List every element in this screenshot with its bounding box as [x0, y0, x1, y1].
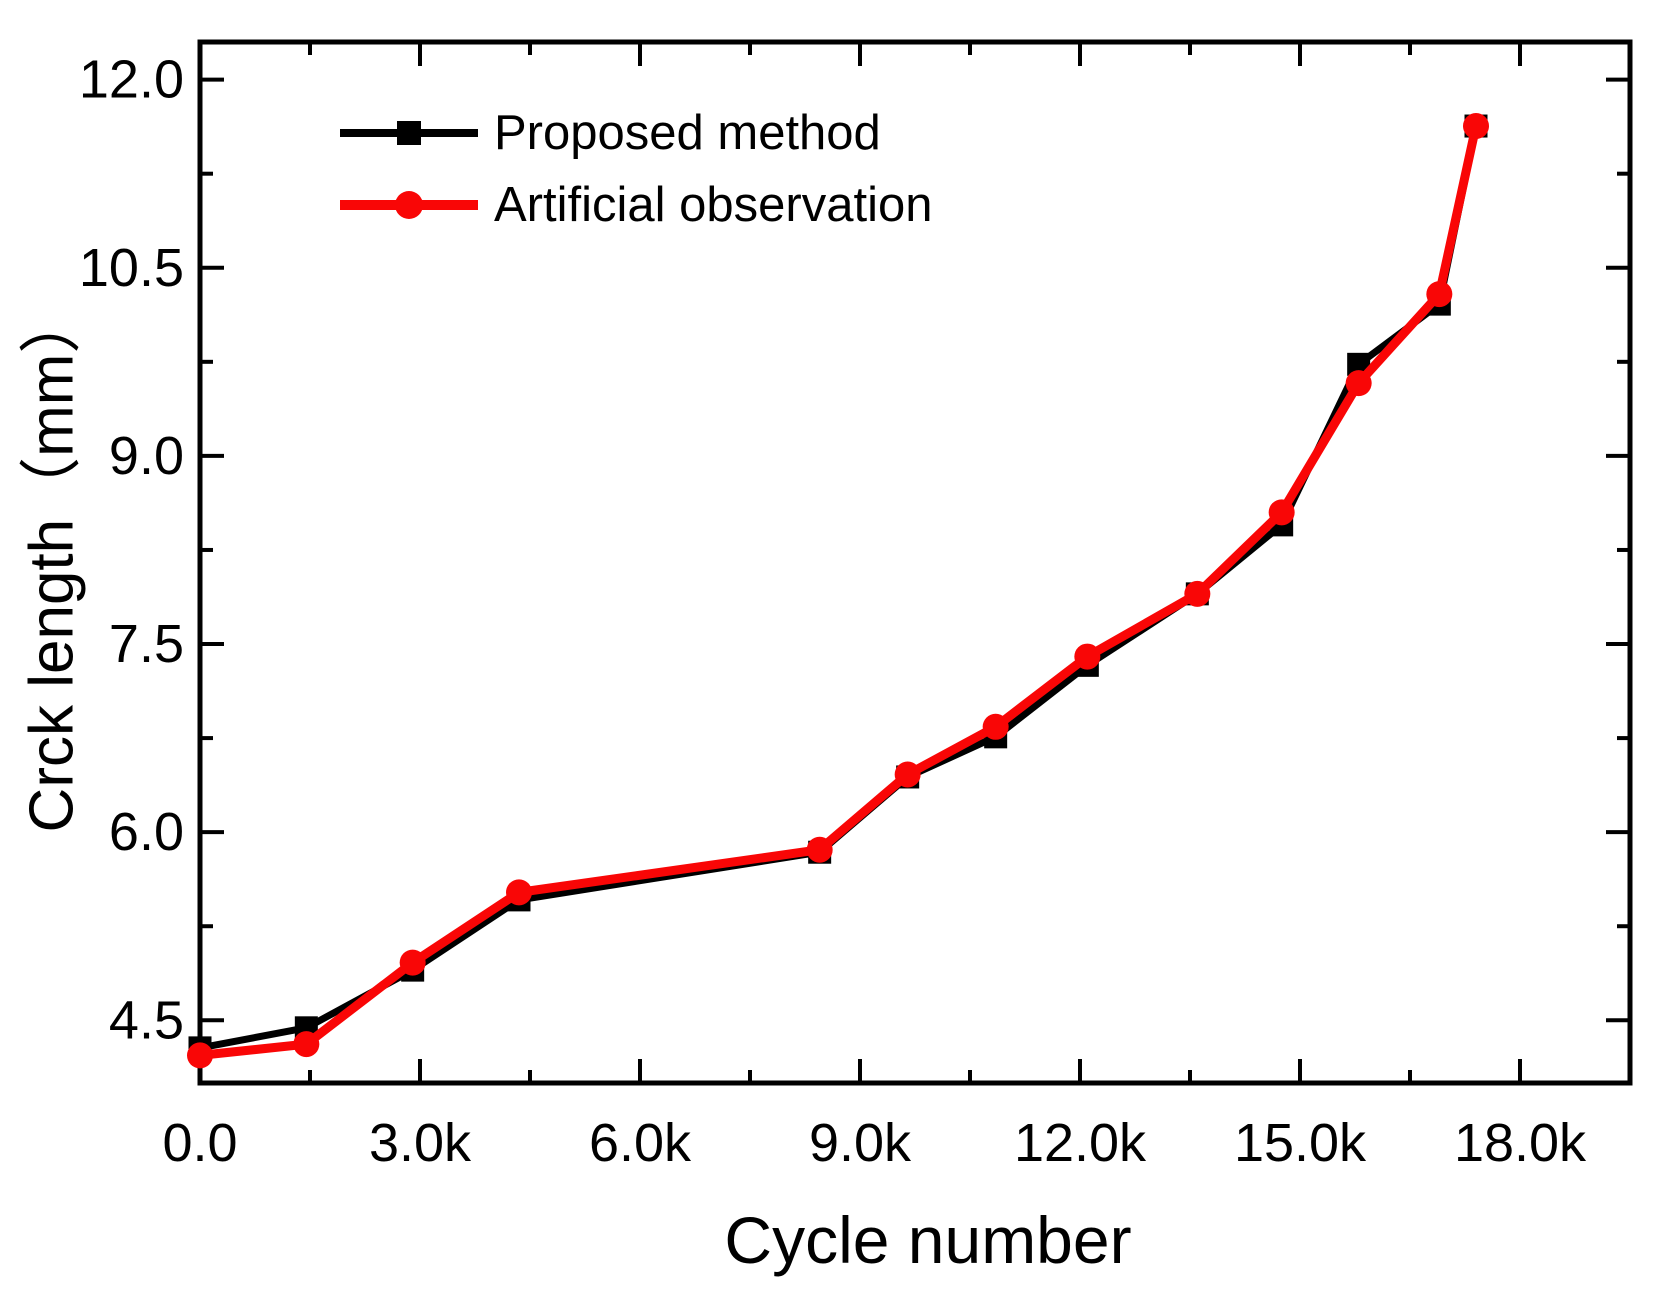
x-tick-label: 12.0k: [1014, 1113, 1147, 1173]
x-axis-title: Cycle number: [724, 1203, 1131, 1277]
legend-samples: [340, 121, 478, 219]
y-tick-label: 9.0: [109, 426, 184, 486]
legend: Proposed method Artificial observation: [340, 106, 932, 232]
legend-label-artificial-observation: Artificial observation: [494, 178, 932, 232]
artificial-observation-marker: [399, 949, 426, 976]
x-tick-label: 18.0k: [1454, 1113, 1587, 1173]
artificial-observation-marker: [187, 1042, 213, 1069]
legend-label-proposed-method: Proposed method: [494, 106, 881, 160]
proposed-method-line: [199, 125, 1480, 1052]
x-tick-label: 9.0k: [809, 1113, 912, 1173]
artificial-observation-line: [199, 125, 1481, 1060]
x-tick-label: 0.0: [162, 1113, 237, 1173]
x-tick-label: 3.0k: [369, 1113, 472, 1173]
y-tick-label: 7.5: [109, 614, 184, 674]
proposed-method-marker: [1347, 352, 1371, 376]
artificial-observation-marker: [506, 879, 532, 906]
plot-area: 0.0 3.0k 6.0k 9.0k 12.0k 15.0k 18.0k 4.5 6.0 7.5 9…: [79, 39, 1633, 1173]
artificial-observation-marker: [1184, 580, 1211, 607]
artificial-observation-marker: [806, 836, 833, 863]
artificial-observation-marker: [293, 1031, 320, 1058]
x-tick-label: 15.0k: [1234, 1113, 1367, 1173]
y-tick-label: 12.0: [79, 50, 184, 110]
y-tick-label: 4.5: [109, 990, 184, 1050]
artificial-observation-marker: [1463, 113, 1489, 140]
legend-marker-proposed-method: [397, 121, 421, 145]
plot-frame: [197, 39, 1633, 1086]
artificial-observation-marker: [1074, 643, 1101, 670]
artificial-observation-marker: [1426, 281, 1453, 308]
artificial-observation-marker: [1268, 499, 1295, 526]
artificial-observation-marker: [982, 713, 1009, 740]
legend-marker-artificial-observation: [395, 191, 423, 219]
artificial-observation-marker: [894, 761, 921, 788]
x-tick-label: 6.0k: [589, 1113, 692, 1173]
y-tick-label: 6.0: [109, 802, 184, 862]
artificial-observation-marker: [1345, 370, 1372, 397]
y-tick-label: 10.5: [79, 238, 184, 298]
y-axis-title: Crck length（mm）: [18, 292, 87, 833]
